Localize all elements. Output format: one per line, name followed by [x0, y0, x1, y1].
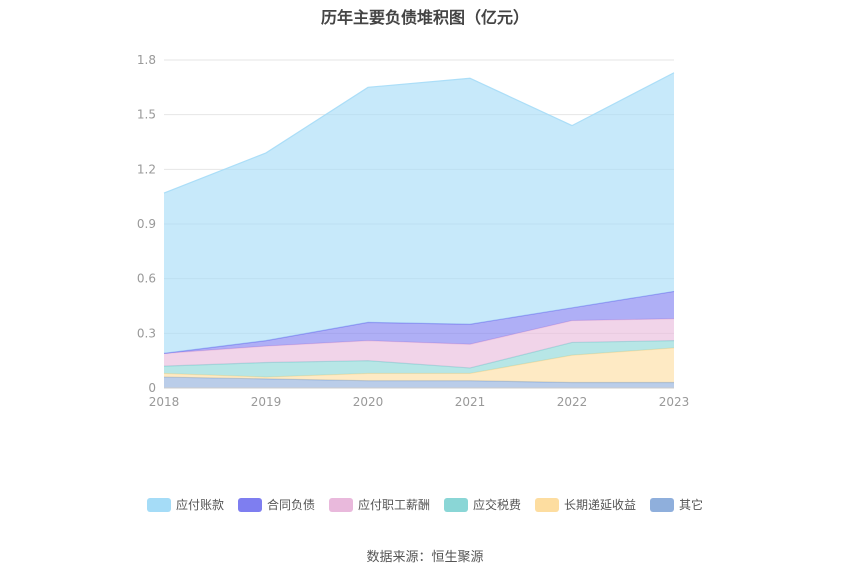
legend-item[interactable]: 合同负债 — [237, 496, 315, 513]
legend-label: 合同负债 — [266, 498, 315, 512]
x-tick-label: 2018 — [149, 395, 180, 409]
chart-title: 历年主要负债堆积图（亿元） — [320, 8, 529, 27]
legend-item[interactable]: 长期递延收益 — [535, 496, 636, 513]
x-tick-label: 2023 — [659, 395, 690, 409]
legend-label: 应交税费 — [473, 498, 522, 512]
area-series — [164, 318, 674, 368]
data-source-note: 数据来源：恒生聚源 — [366, 550, 484, 565]
y-tick-label: 0.6 — [137, 272, 156, 286]
legend-label: 长期递延收益 — [564, 498, 637, 512]
legend-item[interactable]: 其它 — [650, 496, 703, 513]
x-tick-label: 2019 — [251, 395, 282, 409]
legend-label: 应付职工薪酬 — [357, 498, 430, 512]
x-tick-label: 2020 — [353, 395, 384, 409]
area-series — [164, 347, 674, 383]
legend-swatch — [328, 497, 353, 512]
y-tick-label: 1.2 — [137, 162, 156, 176]
series-line — [163, 72, 675, 194]
y-tick-label: 0.9 — [137, 217, 156, 231]
legend-item[interactable]: 应付账款 — [146, 496, 224, 513]
y-tick-label: 0 — [148, 381, 156, 395]
y-tick-label: 1.8 — [137, 53, 156, 67]
area-series — [164, 340, 674, 378]
x-tick-label: 2021 — [455, 395, 486, 409]
legend-label: 其它 — [679, 498, 704, 512]
legend-swatch — [535, 497, 560, 512]
area-series — [164, 291, 674, 354]
y-tick-label: 1.5 — [137, 108, 156, 122]
legend-swatch — [650, 497, 675, 512]
series-line — [163, 318, 675, 354]
legend-label: 应付账款 — [175, 498, 224, 512]
legend-item[interactable]: 应付职工薪酬 — [328, 496, 430, 513]
legend-swatch — [444, 497, 468, 512]
legend-item[interactable]: 应交税费 — [444, 496, 521, 513]
legend-swatch — [237, 497, 262, 512]
x-tick-label: 2022 — [557, 395, 588, 409]
chart-legend: 应付账款 合同负债 应付职工薪酬 应交税费 长期递延收益 其它 — [0, 496, 850, 513]
y-tick-label: 0.3 — [137, 326, 156, 340]
legend-swatch — [146, 497, 171, 512]
area-series — [164, 72, 674, 354]
